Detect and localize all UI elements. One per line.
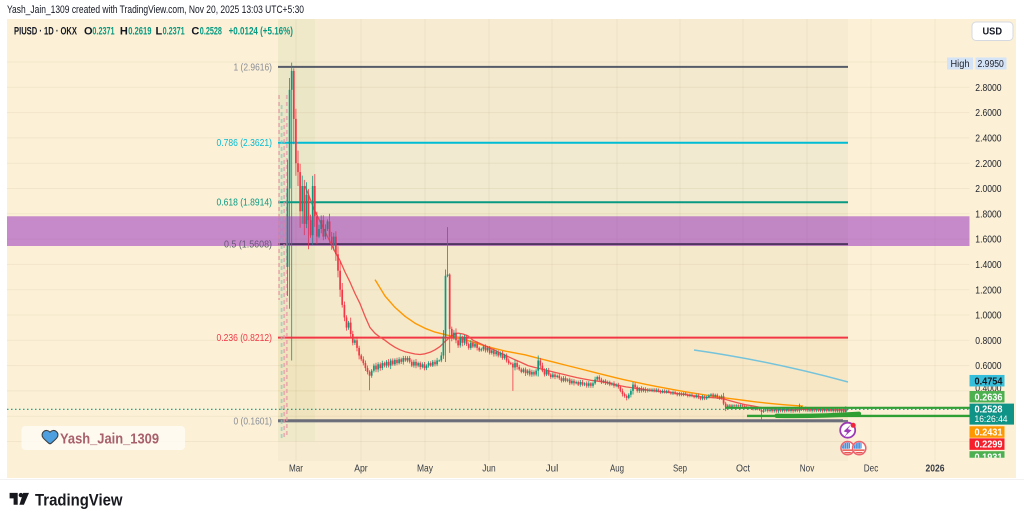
- svg-text:L: L: [156, 26, 163, 38]
- svg-text:0.8000: 0.8000: [975, 336, 1002, 347]
- svg-text:H: H: [120, 26, 128, 38]
- svg-text:0 (0.1601): 0 (0.1601): [234, 416, 273, 428]
- svg-text:0.2371: 0.2371: [163, 26, 185, 38]
- svg-text:2.6000: 2.6000: [975, 108, 1002, 119]
- svg-text:0.2528: 0.2528: [200, 26, 222, 38]
- svg-text:0.786 (2.3621): 0.786 (2.3621): [217, 137, 273, 149]
- svg-text:2026: 2026: [926, 463, 945, 474]
- svg-text:O: O: [84, 26, 93, 38]
- svg-text:High: High: [951, 59, 970, 70]
- svg-text:Aug: Aug: [610, 463, 624, 474]
- svg-text:Yash_Jain_1309 created with Tr: Yash_Jain_1309 created with TradingView.…: [7, 4, 304, 16]
- svg-text:May: May: [417, 463, 433, 474]
- svg-text:0.2431: 0.2431: [975, 427, 1003, 439]
- svg-text:0.2371: 0.2371: [92, 26, 114, 38]
- svg-text:+0.0124 (+5.16%): +0.0124 (+5.16%): [229, 26, 294, 38]
- svg-text:0.6000: 0.6000: [975, 361, 1002, 372]
- svg-text:0.2619: 0.2619: [128, 26, 151, 38]
- svg-text:Sep: Sep: [673, 463, 687, 474]
- svg-text:Jul: Jul: [546, 463, 559, 474]
- svg-text:0.5 (1.5608): 0.5 (1.5608): [224, 239, 272, 251]
- svg-text:Mar: Mar: [289, 463, 304, 474]
- svg-text:2.0000: 2.0000: [975, 184, 1002, 195]
- svg-text:USD: USD: [983, 27, 1003, 38]
- svg-text:0.1931: 0.1931: [975, 451, 1003, 463]
- svg-text:2.2000: 2.2000: [975, 159, 1002, 170]
- svg-text:Yash_Jain_1309: Yash_Jain_1309: [60, 431, 159, 448]
- svg-text:1.2000: 1.2000: [975, 285, 1002, 296]
- svg-text:1.8000: 1.8000: [975, 209, 1002, 220]
- svg-text:Dec: Dec: [864, 463, 879, 474]
- svg-text:1.4000: 1.4000: [975, 260, 1002, 271]
- svg-text:1.0000: 1.0000: [975, 311, 1002, 322]
- svg-text:0.236 (0.8212): 0.236 (0.8212): [217, 332, 273, 344]
- svg-text:1.6000: 1.6000: [975, 235, 1002, 246]
- svg-text:Apr: Apr: [354, 463, 368, 474]
- svg-text:0.618 (1.8914): 0.618 (1.8914): [217, 197, 273, 209]
- svg-text:0.2636: 0.2636: [975, 391, 1003, 403]
- svg-text:1 (2.9616): 1 (2.9616): [234, 61, 273, 73]
- svg-text:Oct: Oct: [736, 463, 750, 474]
- svg-text:2.9950: 2.9950: [978, 59, 1005, 70]
- svg-text:16:26:44: 16:26:44: [975, 414, 1008, 425]
- svg-text:PIUSD · 1D · OKX: PIUSD · 1D · OKX: [14, 26, 77, 38]
- svg-text:0.4754: 0.4754: [975, 375, 1003, 387]
- svg-text:0.4000: 0.4000: [975, 384, 1002, 395]
- svg-text:0.2528: 0.2528: [975, 403, 1003, 415]
- svg-text:2.4000: 2.4000: [975, 134, 1002, 145]
- svg-text:C: C: [191, 26, 199, 38]
- svg-text:2.8000: 2.8000: [975, 83, 1002, 94]
- svg-text:Nov: Nov: [800, 463, 815, 474]
- svg-text:Jun: Jun: [482, 463, 496, 474]
- svg-text:0.2299: 0.2299: [975, 439, 1003, 451]
- svg-text:TradingView: TradingView: [35, 492, 123, 510]
